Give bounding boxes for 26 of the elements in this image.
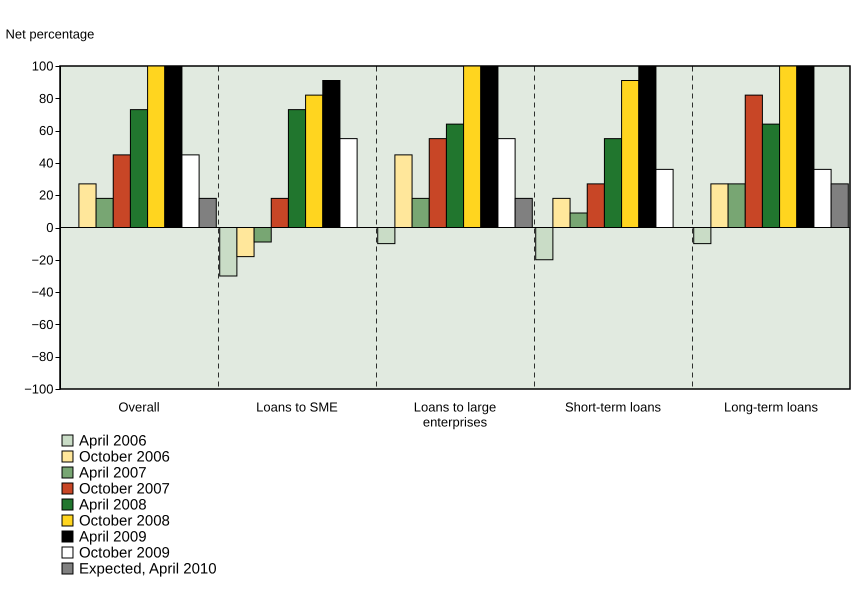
y-tick-label: 0: [46, 220, 54, 235]
legend-label: Expected, April 2010: [79, 560, 217, 578]
y-tick-label: 100: [32, 58, 54, 74]
y-tick-label: 40: [39, 155, 54, 170]
legend-label: April 2007: [79, 464, 147, 482]
legend-label: October 2008: [79, 512, 170, 530]
legend-label: April 2008: [79, 496, 147, 514]
x-tick-label: Short-term loans: [564, 400, 662, 414]
legend-label: October 2006: [79, 448, 170, 466]
y-tick-label: −60: [31, 316, 54, 332]
y-tick-label: −20: [31, 252, 54, 268]
y-tick-label: −80: [31, 349, 54, 364]
y-tick-label: −40: [31, 284, 54, 300]
y-tick-label: 60: [39, 123, 54, 138]
y-tick-label: −100: [24, 382, 54, 396]
x-tick-label: Overall: [118, 400, 160, 414]
x-tick-label: Loans to large enterprises: [414, 400, 496, 430]
y-tick-label: 80: [39, 90, 54, 106]
x-tick-label: Long-term loans: [724, 400, 818, 414]
legend-label: April 2006: [79, 432, 147, 450]
legend-label: October 2007: [79, 480, 170, 498]
legend-label: October 2009: [79, 544, 170, 562]
x-tick-label: Loans to SME: [256, 400, 338, 414]
legend-label: April 2009: [79, 528, 147, 546]
y-tick-label: 20: [39, 188, 54, 203]
y-axis-title: Net percentage: [6, 26, 94, 42]
